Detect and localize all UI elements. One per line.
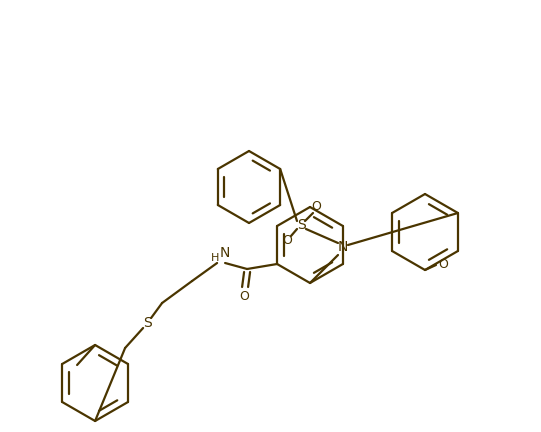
Text: S: S — [143, 316, 151, 330]
Text: N: N — [338, 240, 348, 254]
Text: H: H — [211, 253, 219, 263]
Text: O: O — [438, 258, 448, 271]
Text: O: O — [239, 290, 249, 304]
Text: N: N — [220, 246, 230, 260]
Text: O: O — [311, 200, 321, 213]
Text: S: S — [296, 218, 305, 232]
Text: O: O — [282, 235, 292, 248]
